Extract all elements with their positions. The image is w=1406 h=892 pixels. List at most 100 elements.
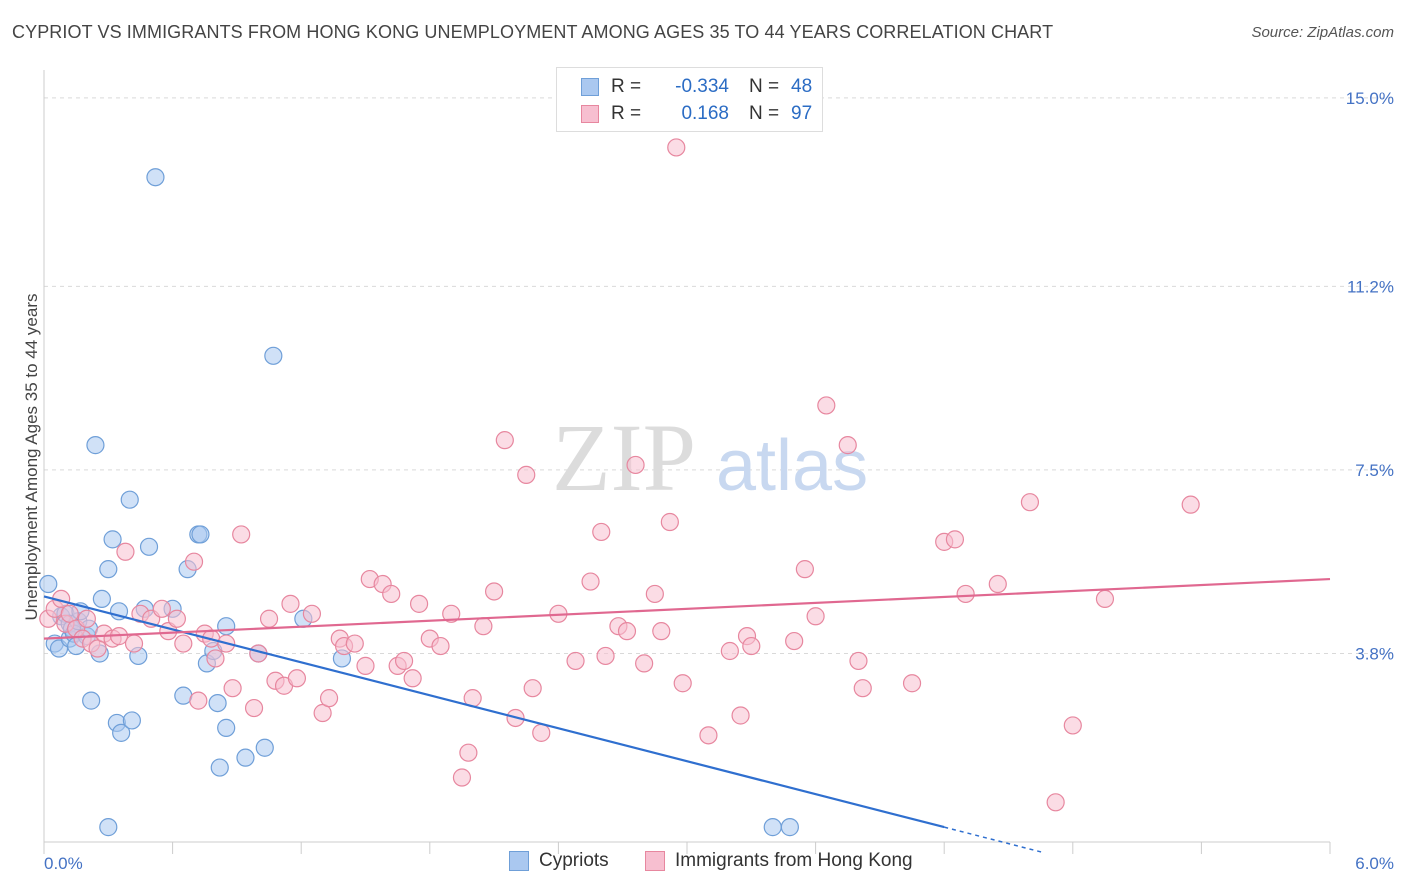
point-cypriots xyxy=(92,589,111,609)
point-hong-kong xyxy=(206,649,225,668)
r-value: 0.168 xyxy=(681,103,729,124)
stats-row-hong-kong: R = 0.168 N = 97 xyxy=(581,101,812,127)
point-hong-kong xyxy=(853,679,872,698)
point-hong-kong xyxy=(806,607,825,626)
y-tick-label: 3.8% xyxy=(1355,644,1394,663)
trend-line-hong-kong xyxy=(43,577,1331,640)
point-hong-kong xyxy=(731,706,750,725)
point-hong-kong xyxy=(452,768,472,787)
point-hong-kong xyxy=(742,636,761,656)
point-cypriots xyxy=(255,738,274,757)
point-hong-kong xyxy=(660,512,679,532)
n-value: 48 xyxy=(791,76,813,97)
x-tick-label-min: 0.0% xyxy=(44,854,83,873)
legend-label-cypriots: Cypriots xyxy=(539,850,609,871)
point-hong-kong xyxy=(1095,589,1115,609)
point-hong-kong xyxy=(795,560,814,579)
point-hong-kong xyxy=(581,572,600,591)
point-hong-kong xyxy=(617,622,637,641)
legend-swatch-hong-kong xyxy=(645,851,665,871)
point-hong-kong xyxy=(77,609,96,628)
legend-item-cypriots[interactable]: Cypriots xyxy=(509,850,609,872)
y-tick-labels: 3.8% 7.5% 11.2% 15.0% xyxy=(1346,89,1394,664)
point-cypriots xyxy=(191,525,210,544)
stats-swatch-hong-kong xyxy=(581,105,599,123)
point-cypriots xyxy=(120,490,139,509)
r-label: R = xyxy=(611,103,642,124)
chart-title: CYPRIOT VS IMMIGRANTS FROM HONG KONG UNE… xyxy=(12,22,1054,42)
point-cypriots xyxy=(217,718,236,737)
point-hong-kong xyxy=(394,651,414,671)
point-hong-kong xyxy=(1020,493,1040,512)
point-hong-kong xyxy=(667,138,686,157)
x-tick-marks xyxy=(43,842,1331,854)
point-hong-kong xyxy=(495,431,514,450)
point-hong-kong xyxy=(189,691,208,710)
source-label: Source: ZipAtlas.com xyxy=(1251,24,1394,41)
point-cypriots xyxy=(86,436,105,455)
point-hong-kong xyxy=(517,465,536,484)
point-hong-kong xyxy=(174,634,193,653)
point-hong-kong xyxy=(720,641,739,661)
stats-box: R = -0.334 N = 48 R = 0.168 N = 97 xyxy=(556,67,823,132)
point-hong-kong xyxy=(223,679,242,698)
point-hong-kong xyxy=(596,646,615,666)
point-cypriots xyxy=(99,560,118,579)
point-hong-kong xyxy=(902,674,922,693)
point-hong-kong xyxy=(319,689,339,708)
n-value: 97 xyxy=(791,103,813,124)
point-hong-kong xyxy=(1046,793,1065,812)
point-hong-kong xyxy=(956,584,975,604)
x-tick-label-max: 6.0% xyxy=(1355,854,1394,873)
point-hong-kong xyxy=(474,617,493,636)
point-cypriots xyxy=(210,758,229,777)
point-hong-kong xyxy=(116,542,135,561)
point-hong-kong xyxy=(244,698,264,718)
point-hong-kong xyxy=(287,669,307,688)
point-hong-kong xyxy=(409,594,429,613)
point-hong-kong xyxy=(281,594,300,613)
point-hong-kong xyxy=(152,599,171,618)
point-cypriots xyxy=(174,686,193,705)
y-tick-label: 15.0% xyxy=(1346,89,1394,108)
point-cypriots xyxy=(139,537,159,556)
n-label: N = xyxy=(749,76,780,97)
point-cypriots xyxy=(217,617,236,636)
point-cypriots xyxy=(780,818,799,837)
point-hong-kong xyxy=(566,651,585,671)
point-cypriots xyxy=(236,748,255,767)
point-cypriots xyxy=(39,574,58,594)
point-hong-kong xyxy=(356,656,375,675)
point-hong-kong xyxy=(785,631,804,651)
point-hong-kong xyxy=(699,726,718,745)
point-hong-kong xyxy=(635,654,654,673)
point-hong-kong xyxy=(673,674,692,693)
point-hong-kong xyxy=(259,609,279,628)
y-tick-label: 7.5% xyxy=(1355,461,1394,480)
legend-item-hong-kong[interactable]: Immigrants from Hong Kong xyxy=(645,850,913,872)
point-hong-kong xyxy=(945,530,965,549)
point-hong-kong xyxy=(232,525,251,544)
point-hong-kong xyxy=(532,723,551,742)
point-hong-kong xyxy=(442,604,461,623)
r-label: R = xyxy=(611,76,642,97)
point-hong-kong xyxy=(302,604,322,623)
trend-line-cypriots xyxy=(43,595,945,829)
point-hong-kong xyxy=(431,636,450,656)
point-hong-kong xyxy=(1181,495,1200,514)
legend-swatch-cypriots xyxy=(509,851,529,871)
point-hong-kong xyxy=(626,455,645,475)
stats-swatch-cypriots xyxy=(581,78,599,96)
point-hong-kong xyxy=(167,609,186,628)
point-hong-kong xyxy=(1063,716,1082,735)
point-cypriots xyxy=(103,530,122,549)
trend-line-cypriots-extension xyxy=(944,826,1043,854)
point-hong-kong xyxy=(849,651,868,671)
point-cypriots xyxy=(122,711,141,730)
point-hong-kong xyxy=(184,552,204,571)
grid-layer xyxy=(44,97,1394,654)
n-label: N = xyxy=(749,103,780,124)
point-cypriots xyxy=(112,723,131,742)
point-hong-kong xyxy=(403,669,422,688)
